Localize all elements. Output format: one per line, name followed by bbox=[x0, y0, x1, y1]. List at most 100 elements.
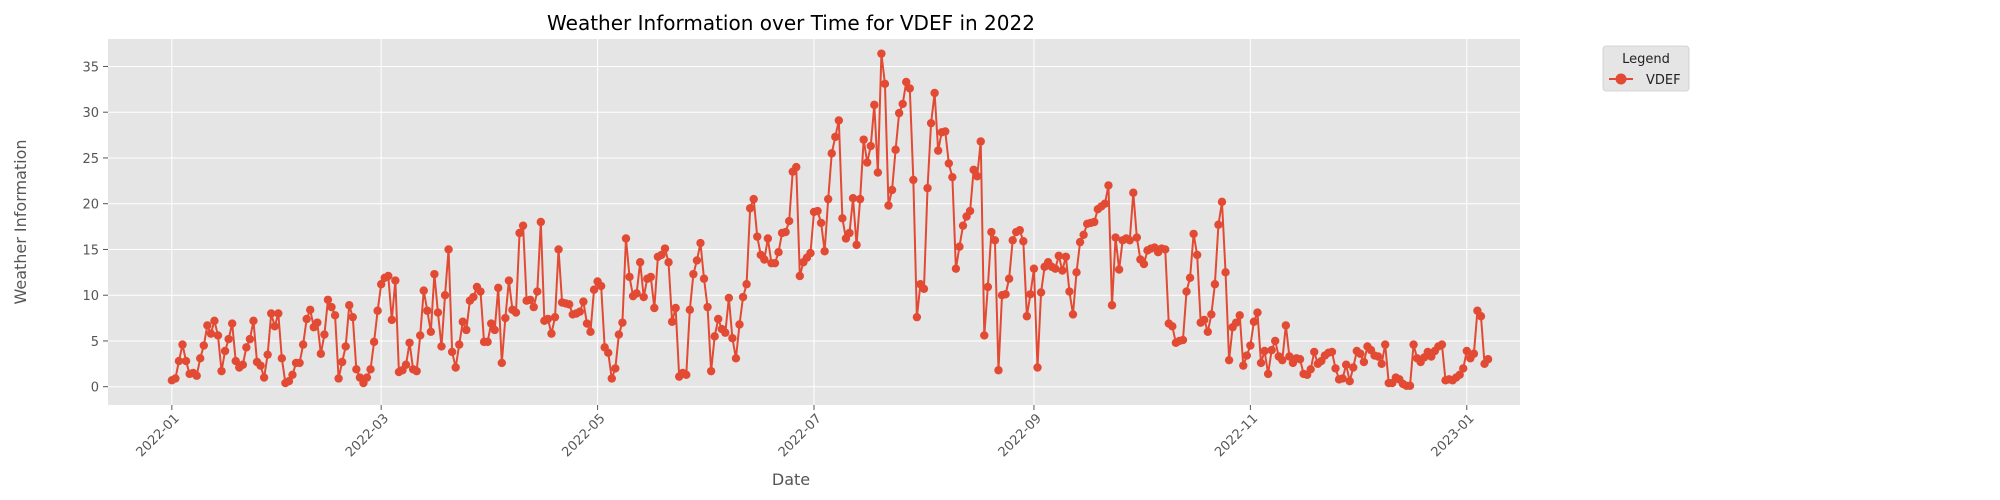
data-point bbox=[1483, 355, 1493, 364]
data-point bbox=[1377, 359, 1386, 369]
data-point bbox=[490, 325, 499, 335]
data-point bbox=[1263, 369, 1273, 379]
data-point bbox=[462, 325, 471, 335]
data-point bbox=[1185, 273, 1195, 283]
data-point bbox=[199, 341, 208, 350]
data-point bbox=[518, 221, 528, 230]
data-point bbox=[816, 218, 826, 228]
data-point bbox=[242, 343, 251, 352]
data-point bbox=[384, 271, 393, 281]
data-point bbox=[859, 135, 868, 144]
data-point bbox=[1459, 364, 1468, 373]
data-point bbox=[1178, 335, 1188, 345]
data-point bbox=[919, 284, 929, 293]
data-point bbox=[220, 346, 230, 356]
x-tick-label: 2023-01 bbox=[1429, 411, 1478, 460]
data-point bbox=[745, 204, 755, 213]
data-point bbox=[1349, 363, 1358, 372]
data-point bbox=[1214, 220, 1223, 229]
data-point bbox=[178, 340, 187, 349]
data-point bbox=[685, 305, 695, 315]
y-tick-label: 15 bbox=[82, 243, 99, 258]
series-vdef bbox=[167, 49, 1493, 390]
data-point bbox=[1114, 265, 1124, 274]
data-point bbox=[1161, 245, 1170, 254]
data-point bbox=[277, 354, 287, 363]
data-point bbox=[1036, 288, 1046, 297]
data-point bbox=[724, 293, 734, 303]
data-point bbox=[770, 258, 780, 268]
data-point bbox=[263, 350, 272, 359]
x-tick-label: 2022-07 bbox=[776, 411, 825, 460]
data-point bbox=[1207, 310, 1216, 319]
data-point bbox=[171, 374, 180, 383]
data-point bbox=[703, 302, 712, 312]
data-point bbox=[1182, 287, 1191, 296]
data-point bbox=[525, 295, 535, 304]
data-point bbox=[391, 276, 400, 285]
data-point bbox=[1338, 374, 1347, 383]
data-point bbox=[1100, 199, 1110, 208]
data-point bbox=[1072, 268, 1081, 277]
data-point bbox=[1235, 311, 1244, 320]
data-point bbox=[838, 214, 847, 223]
data-point bbox=[217, 366, 226, 376]
data-point bbox=[1306, 365, 1315, 374]
data-point bbox=[387, 315, 397, 325]
data-point bbox=[1192, 250, 1202, 260]
data-point bbox=[671, 303, 680, 313]
data-point bbox=[313, 318, 322, 327]
data-point bbox=[973, 172, 982, 181]
legend-marker-swatch bbox=[1615, 73, 1627, 85]
data-point bbox=[1075, 237, 1085, 247]
data-point bbox=[486, 319, 496, 328]
data-point bbox=[1256, 358, 1266, 368]
data-point bbox=[728, 334, 737, 343]
data-point bbox=[533, 287, 542, 296]
data-point bbox=[948, 172, 957, 182]
data-point bbox=[586, 327, 595, 336]
legend-title: Legend bbox=[1622, 52, 1670, 67]
x-tick-label: 2022-11 bbox=[1212, 411, 1261, 460]
data-point bbox=[447, 347, 457, 357]
data-point bbox=[1271, 336, 1280, 346]
data-point bbox=[1061, 252, 1071, 261]
data-point bbox=[1242, 351, 1252, 360]
data-point bbox=[880, 79, 890, 89]
data-point bbox=[692, 256, 702, 265]
data-point bbox=[1029, 264, 1039, 273]
data-point bbox=[330, 311, 340, 320]
data-point bbox=[1253, 308, 1262, 317]
data-point bbox=[965, 206, 975, 216]
data-point bbox=[345, 301, 354, 310]
data-point bbox=[731, 354, 741, 363]
data-point bbox=[1462, 346, 1471, 356]
data-point bbox=[738, 292, 748, 302]
data-point bbox=[458, 317, 467, 326]
y-tick-label: 35 bbox=[82, 60, 99, 75]
data-point bbox=[706, 366, 716, 376]
data-point bbox=[1260, 346, 1269, 356]
data-point bbox=[267, 309, 276, 318]
data-point bbox=[196, 354, 205, 363]
data-point bbox=[295, 358, 304, 368]
data-point bbox=[902, 77, 911, 87]
data-point bbox=[607, 374, 616, 383]
data-point bbox=[1015, 226, 1024, 235]
data-point bbox=[905, 84, 914, 93]
data-point bbox=[231, 356, 240, 366]
y-axis-label: Weather Information bbox=[11, 139, 30, 304]
data-point bbox=[855, 194, 865, 204]
data-point bbox=[433, 308, 443, 317]
data-point bbox=[274, 309, 283, 318]
data-point bbox=[1359, 357, 1369, 367]
data-point bbox=[565, 300, 574, 309]
data-point bbox=[1409, 340, 1418, 349]
data-point bbox=[1008, 236, 1017, 245]
legend: Legend VDEF bbox=[1602, 45, 1690, 92]
data-point bbox=[1132, 233, 1142, 242]
data-point bbox=[990, 236, 1000, 245]
data-point bbox=[635, 258, 645, 267]
data-point bbox=[419, 286, 428, 295]
data-point bbox=[660, 244, 670, 253]
